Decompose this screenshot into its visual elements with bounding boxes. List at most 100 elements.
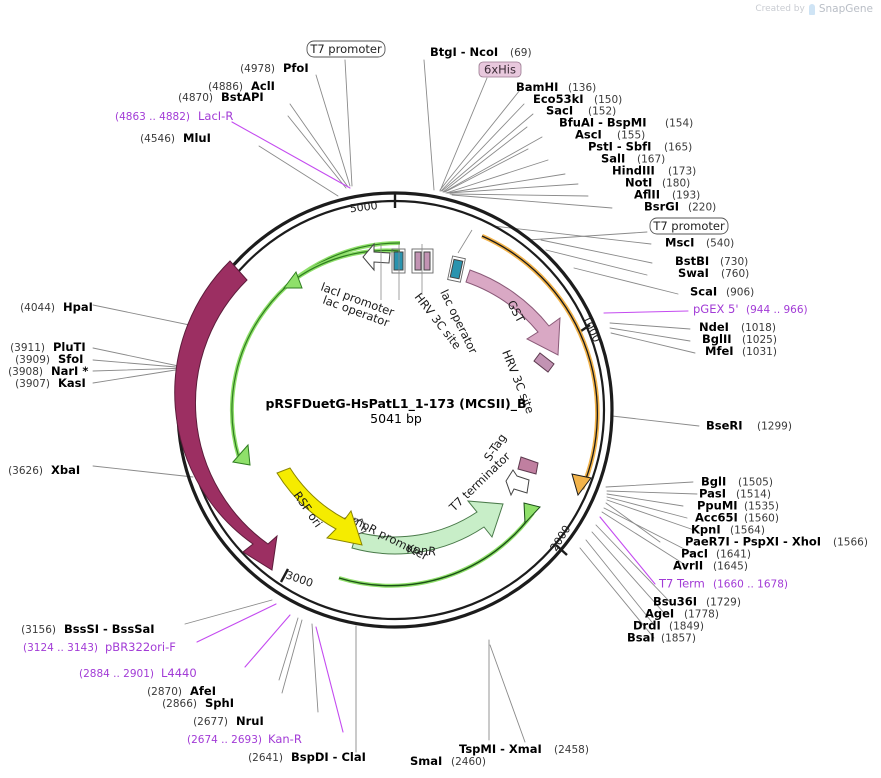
label-tspmI-xmaI[interactable]: TspMI - XmaI (2458) [459, 742, 589, 756]
label-aclI[interactable]: (4886) AclI [208, 79, 275, 93]
name-afeI: AfeI [190, 684, 216, 698]
pos-pstI-sbfI: (165) [664, 142, 692, 154]
pos-nruI: (2677) [193, 716, 228, 728]
label-avrII[interactable]: AvrII (1645) [673, 559, 748, 573]
label-mluI[interactable]: (4546) MluI [140, 131, 211, 145]
label-xbaI[interactable]: (3626) XbaI [8, 463, 80, 477]
label-narI[interactable]: (3908) NarI * [8, 364, 88, 378]
label-pasI[interactable]: PasI (1514) [699, 487, 771, 501]
label-scaI[interactable]: ScaI (906) [690, 285, 754, 299]
label-bglI[interactable]: BglI (1505) [701, 475, 773, 489]
label-ageI[interactable]: AgeI (1778) [645, 607, 719, 621]
label-bstapI[interactable]: (4870) BstAPI [178, 90, 264, 104]
callout-6xhis[interactable]: 6xHis [478, 61, 522, 78]
name-ppumI: PpuMI [697, 499, 738, 513]
label-bsrGI[interactable]: BsrGI (220) [644, 200, 716, 214]
label-bfuaI-bspmI[interactable]: BfuAI - BspMI (154) [559, 116, 693, 130]
hrv3c-block-1a[interactable] [414, 251, 422, 271]
label-l4440[interactable]: (2884 .. 2901) L4440 [79, 666, 197, 680]
label-ndeI[interactable]: NdeI (1018) [699, 320, 776, 334]
pos-sphI: (2866) [162, 698, 197, 710]
feature-KanR[interactable]: KanR [351, 500, 504, 559]
pos-kpnI: (1564) [730, 525, 765, 537]
label-bamHI[interactable]: BamHI (136) [516, 80, 596, 94]
label-salI[interactable]: SalI (167) [601, 152, 665, 166]
feature-lacI[interactable]: lacI [174, 260, 298, 571]
label-kasI[interactable]: (3907) KasI [15, 376, 86, 390]
lac-operator-block-2-outline [447, 255, 466, 283]
pos-notI: (180) [662, 178, 690, 190]
label-pbr322ori-f[interactable]: (3124 .. 3143) pBR322ori-F [23, 640, 176, 654]
label-pfoI[interactable]: (4978) PfoI [240, 61, 309, 75]
label-sphI[interactable]: (2866) SphI [162, 696, 234, 710]
label-bglII[interactable]: BglII (1025) [702, 332, 777, 346]
name-smaI: SmaI [410, 754, 442, 768]
lacI-arrow[interactable] [174, 260, 278, 571]
label-swaI[interactable]: SwaI (760) [678, 266, 749, 280]
label-aflII[interactable]: AflII (193) [634, 188, 700, 202]
label-bsaI[interactable]: BsaI (1857) [627, 631, 696, 645]
name-kpnI: KpnI [691, 523, 721, 537]
KanR-arrow[interactable] [351, 500, 504, 555]
name-bsaI: BsaI [627, 631, 655, 645]
label-notI[interactable]: NotI (180) [625, 176, 690, 190]
pos-bamHI: (136) [568, 82, 596, 94]
label-bsssI-bsssaI[interactable]: (3156) BssSI - BssSaI [21, 622, 155, 636]
lacI-label: lacI [275, 301, 297, 325]
hrv3c-block-1b[interactable] [423, 251, 431, 271]
label-hindIII[interactable]: HindIII (173) [612, 164, 696, 178]
lacI-promoter-arrow[interactable] [362, 242, 391, 272]
callout-t7-promoter-right[interactable]: T7 promoter [649, 217, 729, 235]
callout-t7-promoter-left[interactable]: T7 promoter [306, 40, 386, 58]
label-smaI[interactable]: SmaI (2460) [410, 754, 486, 768]
label-kpnI[interactable]: KpnI (1564) [691, 523, 765, 537]
label-ppumI[interactable]: PpuMI (1535) [697, 499, 779, 513]
label-bsu36I[interactable]: Bsu36I (1729) [653, 595, 741, 609]
label-t7-term[interactable]: T7 Term (1660 .. 1678) [658, 577, 788, 591]
plasmid-size: 5041 bp [370, 411, 422, 426]
name-nruI: NruI [236, 714, 264, 728]
label-ascI[interactable]: AscI (155) [575, 128, 645, 142]
name-ageI: AgeI [645, 607, 674, 621]
pos-btgI-ncoI: (69) [510, 47, 532, 59]
label-nruI[interactable]: (2677) NruI [193, 714, 264, 728]
label-group-bottom: TspMI - XmaI (2458) SmaI (2460) (2641) B… [21, 622, 589, 768]
label-bseRI[interactable]: BseRI (1299) [706, 419, 792, 433]
label-sacI[interactable]: SacI (152) [546, 104, 616, 118]
label-btgI-ncoI[interactable]: BtgI - NcoI (69) [430, 45, 532, 59]
name-sfoI: SfoI [58, 352, 83, 366]
S-Tag-block[interactable] [517, 456, 539, 475]
label-lacI-R[interactable]: (4863 .. 4882) LacI-R [115, 109, 233, 123]
label-pacI[interactable]: PacI (1641) [681, 547, 751, 561]
feature-RSF-ori[interactable]: RSF ori [276, 467, 363, 546]
callout-label-t7-left: T7 promoter [309, 42, 382, 56]
pos-mfeI: (1031) [742, 346, 777, 358]
T7-terminator-arrow[interactable] [505, 469, 530, 497]
pos-narI: (3908) [8, 366, 43, 378]
name-scaI: ScaI [690, 285, 717, 299]
GST-arrow[interactable] [465, 269, 561, 356]
hrv3c-block-2[interactable] [533, 352, 555, 373]
label-eco53kI[interactable]: Eco53kI (150) [533, 92, 622, 106]
label-hpaI[interactable]: (4044) HpaI [20, 300, 93, 314]
lac-operator-block-2[interactable] [449, 258, 464, 280]
label-mfeI[interactable]: MfeI (1031) [705, 344, 777, 358]
label-pstI-sbfI[interactable]: PstI - SbfI (165) [588, 140, 692, 154]
tick-label-3000: 3000 [284, 569, 315, 590]
lac-operator-block-1[interactable] [393, 251, 404, 271]
name-pacI: PacI [681, 547, 708, 561]
label-sfoI[interactable]: (3909) SfoI [15, 352, 83, 366]
label-acc65I[interactable]: Acc65I (1560) [695, 511, 779, 525]
label-pgex5[interactable]: pGEX 5' (944 .. 966) [693, 302, 808, 316]
label-plutI[interactable]: (3911) PluTI [10, 340, 86, 354]
small-feature-blocks[interactable] [362, 229, 473, 300]
label-drdI[interactable]: DrdI (1849) [633, 619, 704, 633]
RSF-ori-arrow[interactable] [276, 467, 363, 546]
label-kan-r[interactable]: (2674 .. 2693) Kan-R [187, 732, 302, 746]
label-bspdI-claI[interactable]: (2641) BspDI - ClaI [248, 750, 366, 764]
label-mscI[interactable]: MscI (540) [665, 236, 734, 250]
label-bstBI[interactable]: BstBI (730) [675, 254, 748, 268]
label-afeI[interactable]: (2870) AfeI [147, 684, 216, 698]
name-sacI: SacI [546, 104, 573, 118]
label-paer7I-pspxI-xhoI[interactable]: PaeR7I - PspXI - XhoI (1566) [685, 535, 868, 549]
